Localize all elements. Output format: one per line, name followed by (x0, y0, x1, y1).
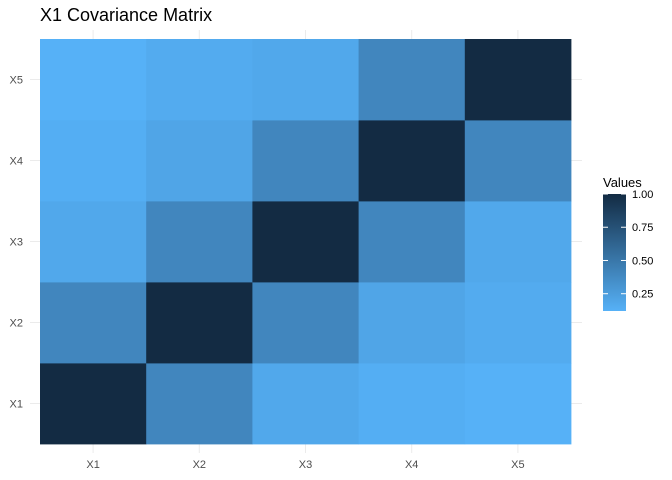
legend-tick-label: 1.00 (632, 189, 653, 201)
heatmap-cell (358, 201, 466, 283)
heatmap-cell (252, 363, 359, 445)
heatmap-cell (358, 120, 466, 202)
x-tick-label: X2 (193, 459, 206, 471)
legend-title: Values (603, 175, 642, 190)
heatmap-cell (358, 39, 466, 121)
heatmap-cell (40, 282, 147, 364)
heatmap-cell (358, 282, 466, 364)
y-tick-label: X3 (10, 237, 23, 249)
heatmap-cell (146, 201, 253, 283)
y-tick-label: X4 (10, 156, 23, 168)
heatmap-cell (252, 282, 359, 364)
chart-title: X1 Covariance Matrix (40, 5, 212, 25)
legend-tick-label: 0.50 (632, 255, 653, 267)
heatmap-cell (464, 201, 572, 283)
y-axis-tick-labels: X1 X2 X3 X4 X5 (10, 75, 23, 411)
heatmap-cell (464, 282, 572, 364)
x-tick-label: X4 (405, 459, 418, 471)
heatmap-cell (358, 363, 466, 445)
heatmap-cell (464, 363, 572, 445)
legend-tick-label: 0.75 (632, 222, 653, 234)
heatmap-cell (464, 39, 572, 121)
heatmap-cell (146, 282, 253, 364)
heatmap-cell (464, 120, 572, 202)
heatmap-cell (40, 39, 147, 121)
heatmap-cell (40, 120, 147, 202)
y-tick-label: X5 (10, 75, 23, 87)
x-tick-label: X1 (86, 459, 99, 471)
heatmap-cell (252, 201, 359, 283)
x-axis-tick-labels: X1 X2 X3 X4 X5 (86, 459, 524, 471)
color-legend: Values 1.00 0.75 0.50 0.25 (603, 175, 653, 311)
x-tick-label: X3 (299, 459, 312, 471)
heatmap-cell (252, 120, 359, 202)
y-tick-label: X2 (10, 318, 23, 330)
legend-tick-label: 0.25 (632, 289, 653, 301)
x-tick-label: X5 (511, 459, 524, 471)
heatmap-cell (146, 363, 253, 445)
heatmap-cell (146, 120, 253, 202)
heatmap-cell (40, 201, 147, 283)
heatmap-cell (146, 39, 253, 121)
heatmap-cell (40, 363, 147, 445)
legend-colorbar (603, 194, 626, 311)
y-tick-label: X1 (10, 399, 23, 411)
heatmap-cell (252, 39, 359, 121)
heatmap-cells (40, 39, 572, 445)
